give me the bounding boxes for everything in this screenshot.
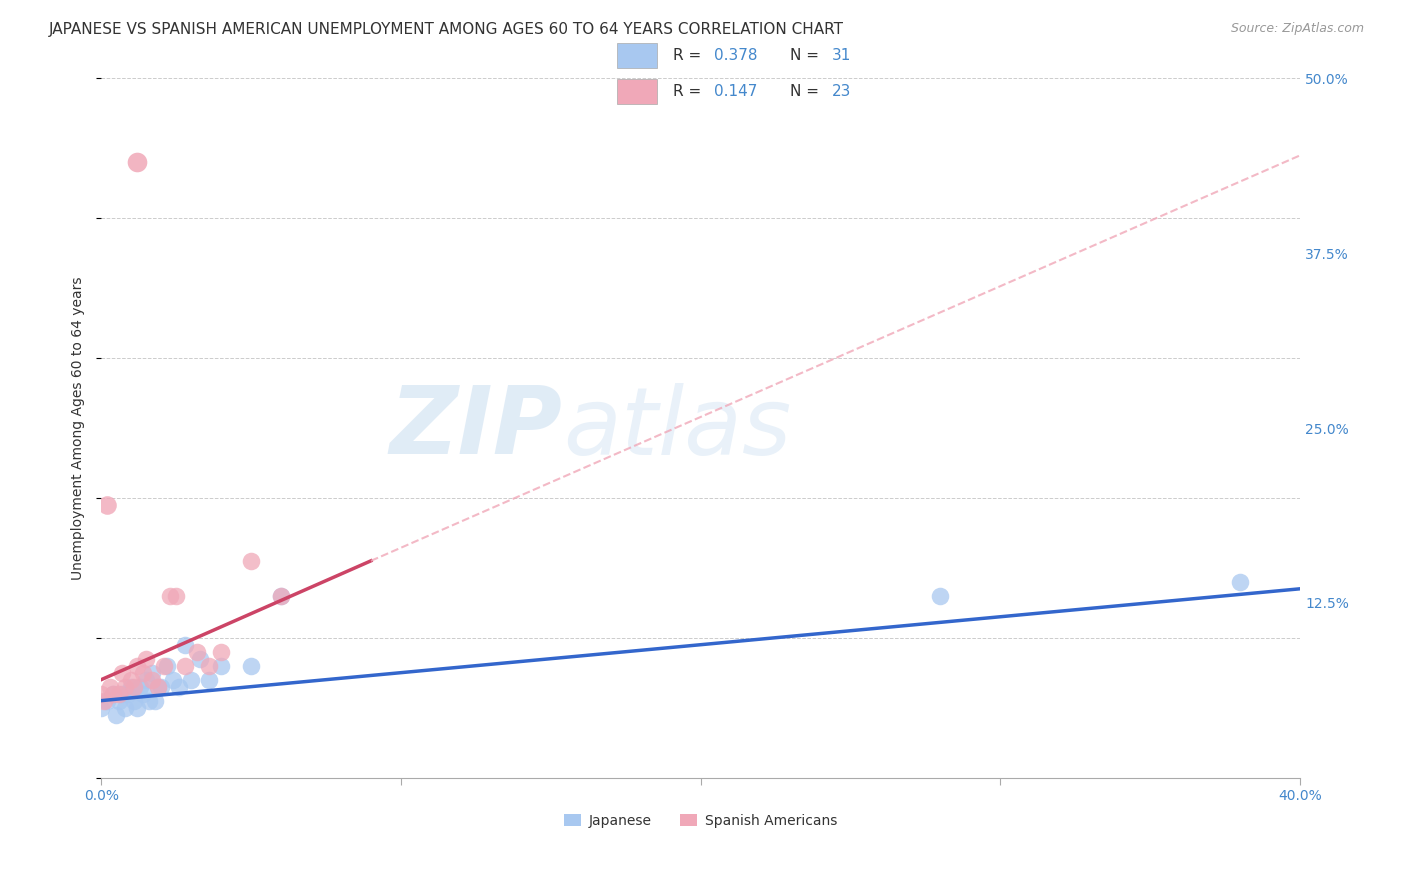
Point: [127, 658, 149, 673]
Point: [90, 700, 112, 714]
Point: [240, 554, 263, 568]
Point: [127, 155, 149, 169]
Point: [127, 700, 149, 714]
Text: 23: 23: [832, 84, 851, 99]
Point: [114, 680, 136, 694]
Point: [143, 693, 166, 707]
Point: [209, 645, 232, 659]
Point: [198, 673, 221, 687]
Point: [146, 680, 169, 694]
Point: [270, 589, 292, 603]
Point: [117, 687, 139, 701]
Point: [132, 665, 155, 680]
Point: [96, 498, 118, 512]
Point: [93, 693, 115, 707]
Point: [122, 680, 145, 694]
Legend: Japanese, Spanish Americans: Japanese, Spanish Americans: [558, 808, 842, 833]
Point: [103, 687, 125, 701]
Point: [188, 651, 211, 665]
Point: [156, 658, 179, 673]
Point: [103, 687, 125, 701]
Bar: [617, 78, 657, 104]
Point: [108, 693, 131, 707]
Point: [198, 658, 221, 673]
Point: [186, 645, 208, 659]
Point: [174, 638, 197, 652]
Point: [120, 673, 142, 687]
Bar: [617, 44, 657, 69]
Point: [138, 693, 160, 707]
Point: [150, 680, 173, 694]
Text: R =: R =: [672, 48, 706, 63]
Point: [114, 700, 136, 714]
Point: [105, 707, 128, 722]
Point: [159, 589, 181, 603]
Point: [135, 651, 157, 665]
Point: [153, 658, 176, 673]
Text: ZIP: ZIP: [389, 382, 562, 474]
Point: [96, 693, 118, 707]
Point: [111, 665, 134, 680]
Point: [270, 589, 292, 603]
Point: [120, 680, 142, 694]
Point: [162, 673, 184, 687]
Point: [141, 665, 163, 680]
Text: Source: ZipAtlas.com: Source: ZipAtlas.com: [1230, 22, 1364, 36]
Point: [174, 658, 197, 673]
Point: [209, 658, 232, 673]
Point: [122, 693, 145, 707]
Text: R =: R =: [672, 84, 706, 99]
Point: [167, 680, 190, 694]
Point: [129, 680, 152, 694]
Y-axis label: Unemployment Among Ages 60 to 64 years: Unemployment Among Ages 60 to 64 years: [72, 277, 86, 580]
Point: [108, 687, 131, 701]
Text: N =: N =: [790, 84, 824, 99]
Text: 0.378: 0.378: [714, 48, 758, 63]
Text: N =: N =: [790, 48, 824, 63]
Point: [90, 687, 112, 701]
Point: [146, 680, 169, 694]
Text: atlas: atlas: [562, 383, 792, 474]
Point: [929, 589, 952, 603]
Point: [135, 673, 157, 687]
Point: [98, 680, 121, 694]
Point: [1229, 574, 1251, 589]
Point: [141, 673, 163, 687]
Point: [240, 658, 263, 673]
Text: 31: 31: [832, 48, 851, 63]
Text: JAPANESE VS SPANISH AMERICAN UNEMPLOYMENT AMONG AGES 60 TO 64 YEARS CORRELATION : JAPANESE VS SPANISH AMERICAN UNEMPLOYMEN…: [49, 22, 844, 37]
Point: [111, 687, 134, 701]
Point: [165, 589, 187, 603]
Text: 0.147: 0.147: [714, 84, 758, 99]
Point: [132, 687, 155, 701]
Point: [180, 673, 202, 687]
